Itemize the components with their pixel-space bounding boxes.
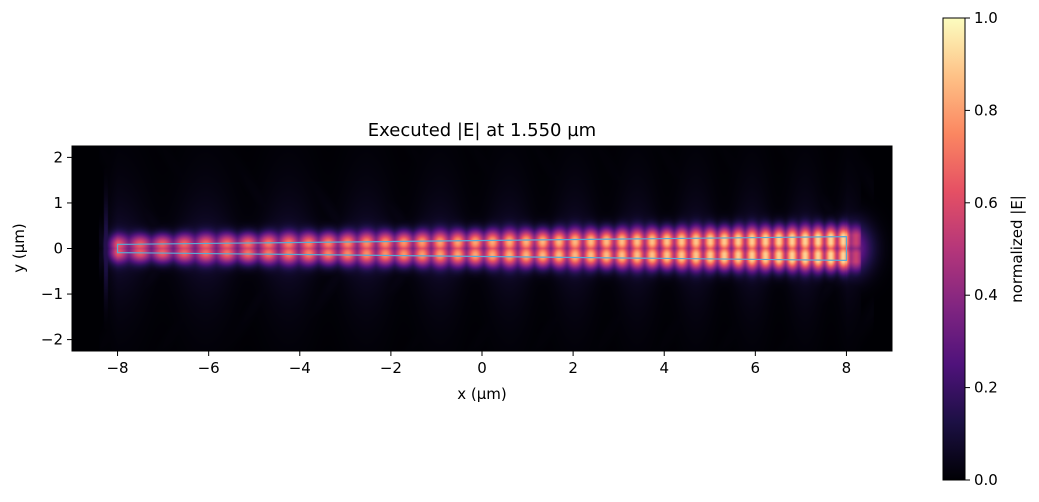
y-tick-label: 1 (53, 194, 63, 212)
x-tick-label: 2 (568, 359, 578, 377)
y-tick-label: −2 (41, 331, 63, 349)
y-tick-label: −1 (41, 285, 63, 303)
x-tick-label: 8 (842, 359, 852, 377)
x-tick-label: 6 (751, 359, 761, 377)
x-tick-label: −6 (198, 359, 220, 377)
heatmap-area (72, 146, 892, 351)
colorbar-tick-label: 1.0 (974, 9, 998, 27)
x-axis-label: x (µm) (457, 385, 507, 403)
x-axis: −8 −6 −4 −2 0 2 4 6 8 (106, 351, 851, 377)
colorbar (942, 17, 966, 481)
heatmap-canvas (72, 146, 892, 351)
y-tick-label: 2 (53, 148, 63, 166)
y-axis-label: y (µm) (10, 223, 28, 273)
x-tick-label: −4 (289, 359, 311, 377)
colorbar-axis: 0.0 0.2 0.4 0.6 0.8 1.0 (965, 9, 998, 489)
chart-title: Executed |E| at 1.550 µm (368, 120, 596, 141)
x-tick-label: −8 (106, 359, 128, 377)
colorbar-tick-label: 0.8 (974, 101, 998, 119)
waveguide-outline (116, 236, 848, 261)
colorbar-tick-label: 0.6 (974, 194, 998, 212)
colorbar-tick-label: 0.4 (974, 286, 998, 304)
colorbar-tick-label: 0.0 (974, 471, 998, 489)
x-tick-label: −2 (380, 359, 402, 377)
x-tick-label: 0 (477, 359, 487, 377)
x-tick-label: 4 (659, 359, 669, 377)
y-axis: −2 −1 0 1 2 (41, 148, 72, 349)
y-tick-label: 0 (53, 240, 63, 258)
colorbar-tick-label: 0.2 (974, 379, 998, 397)
colorbar-label: normalized |E| (1008, 195, 1026, 303)
